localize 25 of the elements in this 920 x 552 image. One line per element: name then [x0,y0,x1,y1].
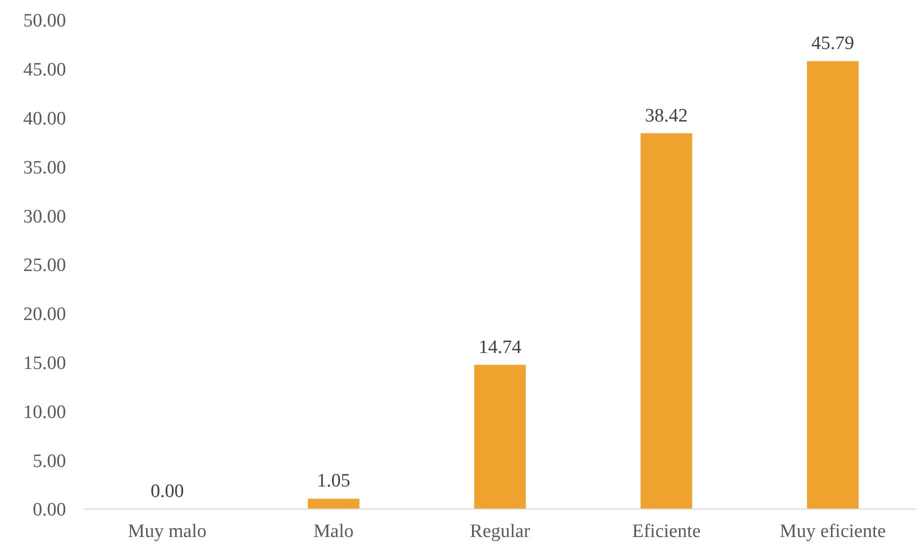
x-tick-label: Muy eficiente [780,521,886,542]
x-tick-label: Malo [314,521,354,542]
data-label: 38.42 [645,105,688,126]
y-tick-label: 25.00 [23,255,66,276]
x-tick-label: Eficiente [632,521,701,542]
y-tick-label: 0.00 [32,500,66,521]
bar [640,133,692,509]
y-tick-label: 30.00 [23,206,66,228]
y-tick-label: 5.00 [32,450,66,472]
y-tick-label: 45.00 [23,60,66,81]
data-label: 14.74 [478,336,522,358]
y-tick-label: 50.00 [23,10,66,32]
y-tick-label: 35.00 [23,157,66,178]
data-label: 1.05 [316,470,350,492]
x-tick-label: Regular [470,521,531,542]
data-label: 45.79 [811,33,854,54]
x-tick-label: Muy malo [128,521,207,542]
y-tick-label: 10.00 [23,402,66,423]
bar [807,61,859,509]
bar [474,364,526,509]
y-tick-label: 15.00 [23,352,66,374]
y-tick-label: 20.00 [23,304,66,326]
bar [308,498,360,509]
data-label: 0.00 [150,481,184,502]
y-tick-label: 40.00 [23,108,66,130]
